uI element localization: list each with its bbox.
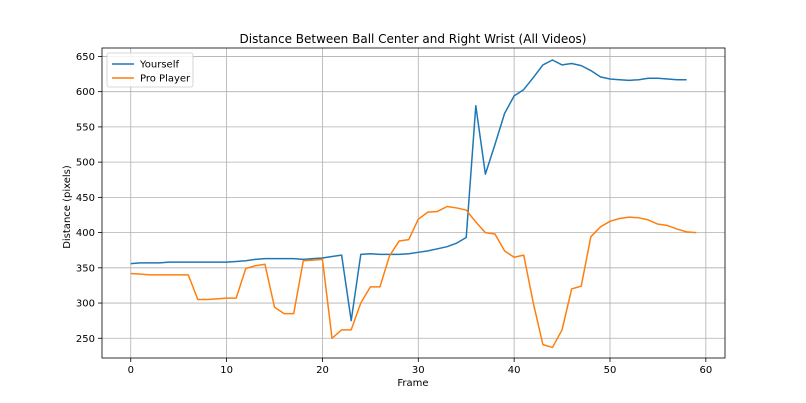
legend: Yourself Pro Player [106,52,194,88]
legend-label-0: Yourself [139,60,179,71]
series-line-0 [130,59,687,322]
x-tick-label: 40 [508,365,521,376]
legend-label-1: Pro Player [140,74,191,85]
grid [102,48,725,358]
x-tick-label: 10 [220,365,233,376]
y-tick-label: 450 [76,193,95,204]
y-tick-label: 350 [76,263,95,274]
y-tick-label: 550 [76,122,95,133]
y-axis-label: Distance (pixels) [62,165,73,249]
y-tick-label: 400 [76,228,95,239]
y-tick-label: 300 [76,299,95,310]
series-line-1 [130,205,697,349]
y-tick-label: 600 [76,87,95,98]
x-tick-label: 50 [604,365,617,376]
x-tick-label: 0 [128,365,134,376]
chart-title: Distance Between Ball Center and Right W… [240,32,587,46]
series-layer [130,59,697,349]
x-axis-label: Frame [397,378,428,389]
y-tick-label: 250 [76,334,95,345]
x-tick-label: 20 [316,365,329,376]
axis-ticks: 0 10 20 30 40 50 60 250 300 350 400 450 500 550 600 650 [76,52,712,376]
y-tick-label: 500 [76,158,95,169]
x-tick-label: 30 [412,365,425,376]
x-tick-label: 60 [699,365,712,376]
plot-area-frame [101,47,726,359]
y-tick-label: 650 [76,52,95,63]
